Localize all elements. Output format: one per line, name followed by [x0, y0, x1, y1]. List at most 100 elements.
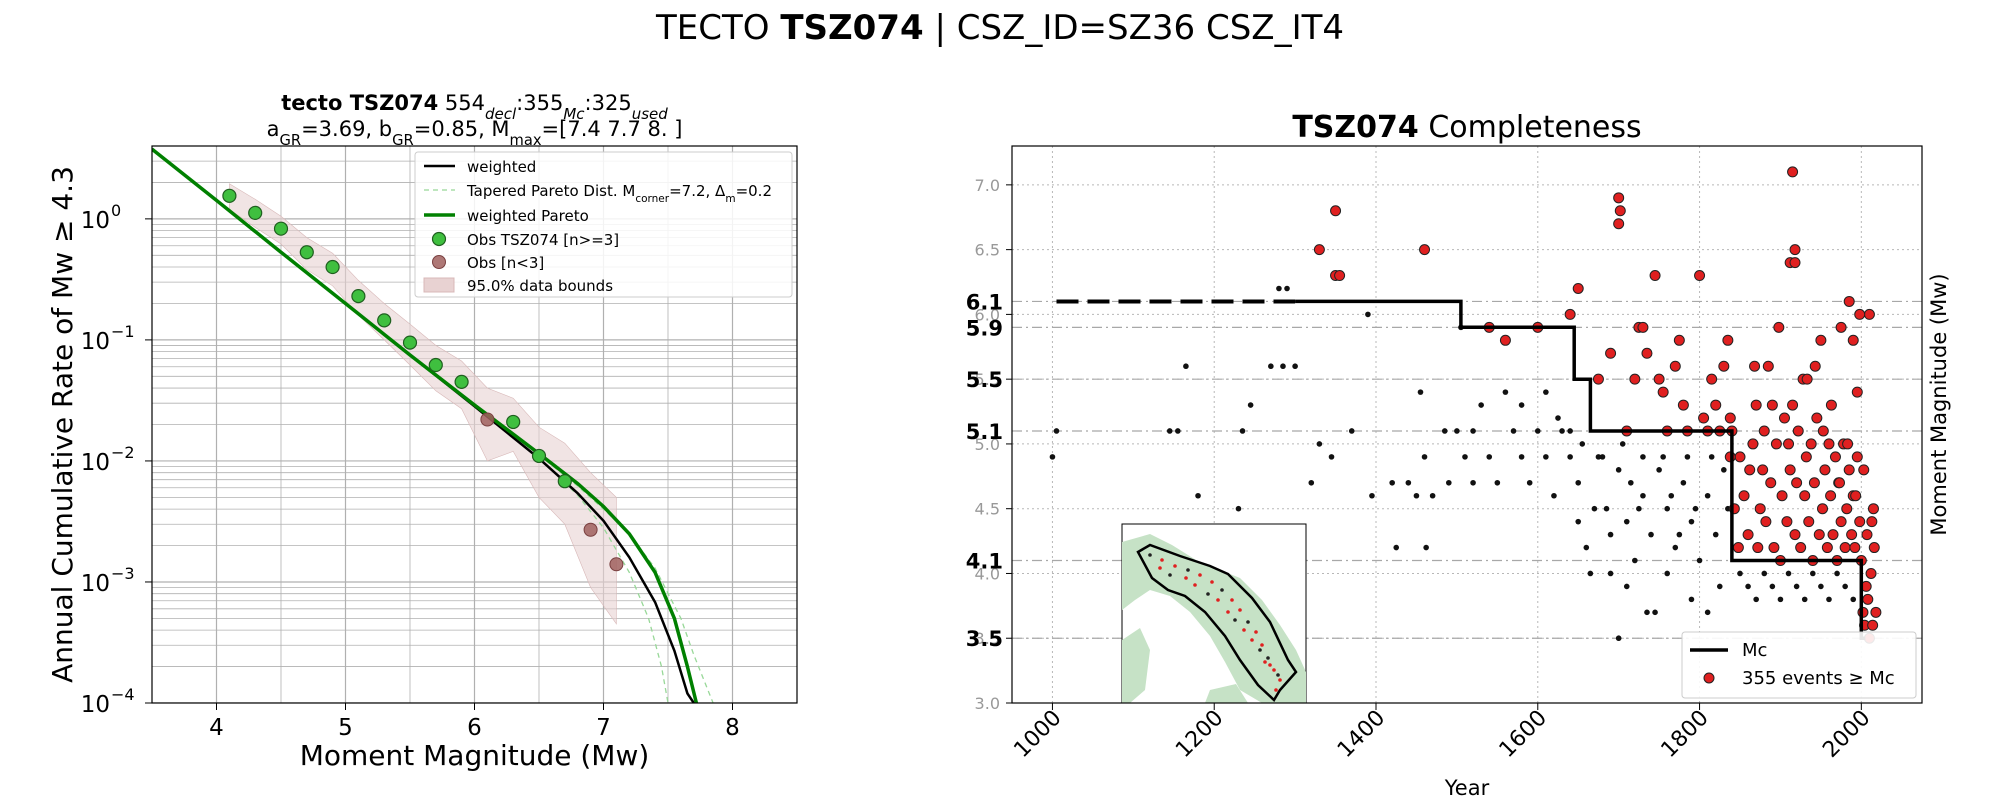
event-above-mc	[1801, 373, 1813, 385]
event-below-mc	[1640, 492, 1646, 499]
left-title-line1: tecto TSZ074 554decl:355Mc:325used	[281, 91, 668, 123]
left-ytick-exponent: −1	[111, 322, 135, 341]
event-above-mc	[1768, 542, 1780, 554]
event-above-mc	[1732, 542, 1744, 554]
event-below-mc	[1247, 402, 1254, 408]
event-above-mc	[1653, 373, 1665, 385]
event-above-mc	[1803, 516, 1815, 528]
event-below-mc	[1518, 454, 1525, 460]
event-above-mc	[1734, 451, 1746, 463]
event-above-mc	[1313, 244, 1325, 256]
event-above-mc	[1706, 373, 1718, 385]
left-xtick-label: 5	[338, 715, 353, 741]
event-below-mc	[1526, 479, 1533, 486]
event-above-mc	[1819, 464, 1831, 476]
event-below-mc	[1166, 428, 1173, 434]
inset-event-dot	[1254, 630, 1258, 634]
event-above-mc	[1760, 516, 1772, 528]
event-below-mc	[1583, 544, 1590, 551]
event-below-mc	[1268, 363, 1274, 370]
event-above-mc	[1846, 529, 1858, 541]
event-below-mc	[1619, 441, 1626, 447]
event-below-mc	[1175, 428, 1181, 434]
right-ylabel: Moment Magnitude (Mw)	[1927, 273, 1951, 535]
left-title-line2: aGR=3.69, bGR=0.85, Mmax=[7.4 7.7 8. ]	[267, 117, 683, 149]
event-above-mc	[1724, 412, 1736, 424]
event-above-mc	[1614, 205, 1626, 217]
right-legend-label: Mc	[1742, 640, 1767, 661]
inset-event-dot	[1238, 608, 1242, 612]
event-below-mc	[1688, 596, 1695, 603]
event-below-mc	[1656, 467, 1662, 473]
obs-small-point	[609, 557, 624, 572]
event-below-mc	[1365, 311, 1371, 318]
inset-event-dot	[1198, 573, 1202, 577]
event-above-mc	[1766, 399, 1778, 411]
event-below-mc	[1712, 531, 1719, 538]
inset-event-dot	[1226, 610, 1230, 614]
inset-event-dot	[1193, 583, 1197, 587]
event-below-mc	[1716, 583, 1723, 590]
event-below-mc	[1587, 570, 1594, 577]
event-below-mc	[1316, 441, 1323, 447]
inset-event-dot	[1250, 638, 1254, 642]
right-ytick-label: 3.0	[975, 694, 1000, 713]
event-above-mc	[1673, 334, 1685, 346]
left-ytick-exponent: −3	[111, 564, 135, 583]
event-above-mc	[1698, 412, 1710, 424]
left-xlabel: Moment Magnitude (Mw)	[300, 739, 650, 772]
left-ytick-label: 10	[81, 208, 110, 234]
event-above-mc	[1770, 438, 1782, 450]
event-below-mc	[1328, 454, 1335, 460]
event-above-mc	[1749, 360, 1761, 372]
event-above-mc	[1778, 412, 1790, 424]
event-below-mc	[1615, 635, 1622, 642]
obs-point	[325, 259, 340, 275]
event-below-mc	[1810, 570, 1816, 577]
right-legend-label: 355 events ≥ Mc	[1742, 668, 1895, 689]
event-above-mc	[1792, 425, 1804, 437]
event-above-mc	[1805, 438, 1817, 450]
event-above-mc	[1825, 399, 1837, 411]
event-below-mc	[1280, 363, 1286, 370]
legend-handle-bounds	[423, 277, 455, 293]
event-below-mc	[1632, 557, 1638, 564]
event-above-mc	[1862, 593, 1874, 605]
suptitle-suffix: | CSZ_ID=SZ36 CSZ_IT4	[934, 8, 1345, 48]
event-below-mc	[1599, 454, 1606, 460]
event-above-mc	[1850, 490, 1862, 502]
event-below-mc	[1834, 570, 1840, 577]
right-mc-label: 5.9	[966, 316, 1003, 340]
left-legend-label: Tapered Pareto Dist. Mcorner=7.2, Δm=0.2	[466, 182, 772, 205]
right-xtick-label: 1400	[1333, 706, 1390, 763]
event-above-mc	[1754, 503, 1766, 515]
right-mc-label: 5.1	[966, 420, 1003, 444]
obs-point	[377, 313, 392, 328]
event-below-mc	[1652, 609, 1658, 616]
inset-event-dot	[1160, 558, 1164, 562]
event-above-mc	[1629, 373, 1641, 385]
obs-point	[299, 245, 314, 260]
obs-point	[248, 205, 263, 221]
event-below-mc	[1623, 583, 1630, 590]
event-above-mc	[1799, 490, 1811, 502]
suptitle-prefix: TECTO	[655, 8, 770, 48]
inset-event-dot	[1220, 588, 1224, 592]
event-below-mc	[1676, 531, 1683, 538]
event-above-mc	[1854, 308, 1866, 320]
event-above-mc	[1781, 516, 1793, 528]
event-above-mc	[1419, 244, 1431, 256]
event-below-mc	[1446, 479, 1452, 486]
left-xtick-label: 8	[725, 715, 740, 741]
right-xlabel: Year	[1444, 776, 1490, 800]
right-mc-label: 3.5	[966, 627, 1003, 651]
event-below-mc	[1737, 570, 1743, 577]
event-below-mc	[1559, 428, 1565, 434]
inset-event-dot	[1148, 553, 1152, 557]
event-above-mc	[1795, 542, 1807, 554]
event-below-mc	[1543, 454, 1549, 460]
inset-event-dot	[1278, 678, 1282, 682]
event-below-mc	[1595, 454, 1602, 460]
left-ytick-exponent: −2	[111, 443, 135, 462]
